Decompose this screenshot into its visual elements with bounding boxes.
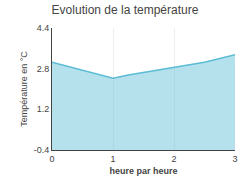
svg-text:Evolution de la température: Evolution de la température: [52, 3, 199, 17]
svg-text:4.4: 4.4: [37, 23, 50, 33]
svg-text:2.8: 2.8: [37, 64, 50, 74]
svg-text:0: 0: [49, 154, 54, 164]
svg-text:heure par heure: heure par heure: [109, 166, 177, 176]
svg-text:1.2: 1.2: [37, 104, 50, 114]
svg-text:-0.4: -0.4: [34, 145, 50, 155]
svg-text:1: 1: [110, 154, 115, 164]
svg-text:Température en °C: Température en °C: [19, 51, 29, 127]
svg-text:2: 2: [171, 154, 176, 164]
svg-text:3: 3: [232, 154, 237, 164]
